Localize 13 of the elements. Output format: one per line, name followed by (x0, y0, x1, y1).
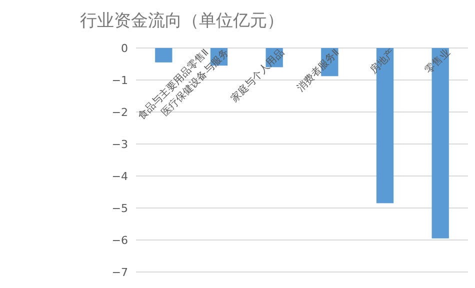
y-tick-label: −7 (112, 266, 128, 279)
y-tick-label: 0 (121, 42, 128, 55)
x-tick-label: 房地产 (367, 46, 398, 76)
y-tick-label: −5 (112, 202, 128, 215)
chart-title: 行业资金流向（单位亿元） (80, 11, 284, 31)
y-tick-label: −2 (112, 106, 128, 119)
x-tick-label: 零售业 (422, 46, 452, 76)
x-tick-label: 消费者服务Ⅱ (294, 46, 342, 94)
y-tick-label: −3 (112, 138, 128, 151)
y-tick-label: −1 (112, 74, 128, 87)
x-tick-label: 家庭与个人用品 (228, 46, 286, 105)
y-tick-label: −6 (112, 234, 128, 247)
y-tick-label: −4 (112, 170, 128, 183)
